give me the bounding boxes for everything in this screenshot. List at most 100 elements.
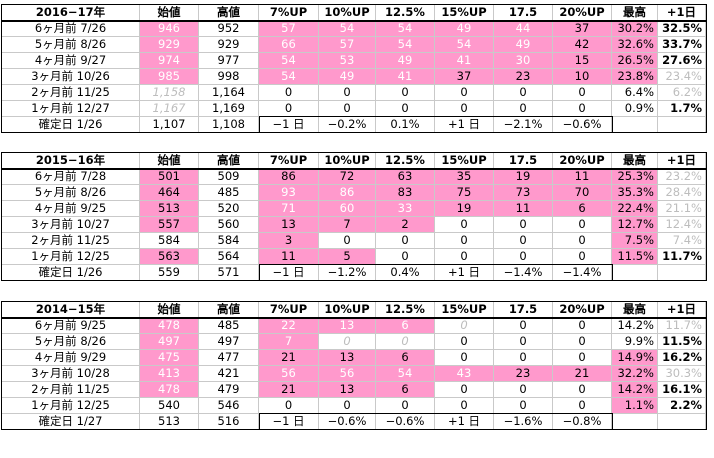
table-cell[interactable]: 7 [319,217,376,233]
table-cell[interactable]: 54 [259,69,319,85]
column-header[interactable]: +1日 [658,302,706,318]
column-header[interactable]: +1日 [658,153,706,169]
table-cell[interactable]: 0 [553,249,612,265]
column-header[interactable]: 12.5% [376,153,435,169]
column-header[interactable]: 始値 [140,153,199,169]
table-cell[interactable] [658,117,706,133]
row-label[interactable]: 2ヶ月前 11/25 [2,382,140,398]
table-cell[interactable]: 57 [259,21,319,37]
table-cell[interactable]: 497 [199,334,259,350]
table-cell[interactable]: 30.2% [612,21,658,37]
row-label[interactable]: 3ヶ月前 10/27 [2,217,140,233]
column-header[interactable]: 7%UP [259,153,319,169]
column-header[interactable]: 17.5 [494,153,553,169]
table-cell[interactable]: 0 [553,101,612,117]
table-cell[interactable]: 559 [140,265,199,281]
table-cell[interactable]: 32.6% [612,37,658,53]
table-cell[interactable]: 475 [140,350,199,366]
table-cell[interactable]: 66 [259,37,319,53]
column-header[interactable]: 10%UP [319,302,376,318]
table-cell[interactable]: 30.3% [658,366,706,382]
table-cell[interactable]: 6 [376,350,435,366]
column-header[interactable]: 始値 [140,5,199,21]
table-cell[interactable]: 54 [319,21,376,37]
table-cell[interactable]: +1 日 [435,414,494,430]
table-cell[interactable]: 0 [435,334,494,350]
column-header[interactable]: 17.5 [494,5,553,21]
table-cell[interactable]: +1 日 [435,265,494,281]
table-cell[interactable]: 72 [319,169,376,185]
table-cell[interactable]: 13 [319,382,376,398]
table-cell[interactable]: 0 [494,382,553,398]
table-cell[interactable]: 478 [140,318,199,334]
row-label[interactable]: 4ヶ月前 9/27 [2,53,140,69]
table-cell[interactable]: 0 [319,334,376,350]
table-cell[interactable]: 513 [140,414,199,430]
table-cell[interactable]: 11.7% [658,318,706,334]
row-label[interactable]: 2ヶ月前 11/25 [2,233,140,249]
table-cell[interactable]: 1,108 [199,117,259,133]
column-header[interactable]: 17.5 [494,302,553,318]
table-cell[interactable]: 43 [435,366,494,382]
table-cell[interactable]: 0 [553,85,612,101]
table-cell[interactable]: 83 [376,185,435,201]
table-cell[interactable]: −0.8% [553,414,612,430]
table-cell[interactable]: −2.1% [494,117,553,133]
table-cell[interactable]: 56 [319,366,376,382]
table-cell[interactable]: 93 [259,185,319,201]
table-cell[interactable]: 952 [199,21,259,37]
table-cell[interactable]: 49 [319,69,376,85]
table-cell[interactable]: 421 [199,366,259,382]
table-cell[interactable]: 49 [494,37,553,53]
column-header[interactable]: 15%UP [435,153,494,169]
table-cell[interactable]: 0 [553,382,612,398]
table-cell[interactable]: 49 [376,53,435,69]
table-cell[interactable]: 14.2% [612,382,658,398]
column-header[interactable]: 最高 [612,302,658,318]
table-cell[interactable]: 0 [435,398,494,414]
column-header[interactable]: +1日 [658,5,706,21]
row-label[interactable]: 1ヶ月前 12/25 [2,398,140,414]
table-cell[interactable]: 12.4% [658,217,706,233]
table-cell[interactable]: −0.6% [376,414,435,430]
table-cell[interactable]: 56 [259,366,319,382]
table-cell[interactable]: 23 [494,366,553,382]
table-cell[interactable]: 501 [140,169,199,185]
table-cell[interactable]: 0 [494,101,553,117]
table-cell[interactable]: 22 [259,318,319,334]
table-cell[interactable]: −1 日 [259,117,319,133]
table-cell[interactable]: 513 [140,201,199,217]
table-cell[interactable] [658,414,706,430]
table-cell[interactable]: 9.9% [612,334,658,350]
table-cell[interactable]: 19 [494,169,553,185]
table-cell[interactable]: 13 [319,318,376,334]
table-cell[interactable]: 16.2% [658,350,706,366]
row-label[interactable]: 6ヶ月前 7/26 [2,21,140,37]
table-cell[interactable]: 6.4% [612,85,658,101]
table-cell[interactable]: 16.1% [658,382,706,398]
table-cell[interactable]: 7 [259,334,319,350]
column-header[interactable]: 7%UP [259,5,319,21]
row-label[interactable]: 3ヶ月前 10/26 [2,69,140,85]
table-cell[interactable]: 21.1% [658,201,706,217]
column-header[interactable]: 高値 [199,153,259,169]
table-cell[interactable]: 11.5% [612,249,658,265]
table-cell[interactable]: 3 [259,233,319,249]
table-cell[interactable]: 413 [140,366,199,382]
table-cell[interactable] [612,117,658,133]
column-header[interactable]: 12.5% [376,302,435,318]
table-cell[interactable]: −0.2% [319,117,376,133]
row-label[interactable]: 1ヶ月前 12/25 [2,249,140,265]
table-cell[interactable]: 21 [259,350,319,366]
table-cell[interactable]: 557 [140,217,199,233]
table-cell[interactable]: 35.3% [612,185,658,201]
table-cell[interactable]: 25.3% [612,169,658,185]
table-cell[interactable]: 54 [376,37,435,53]
row-label[interactable]: 4ヶ月前 9/29 [2,350,140,366]
table-cell[interactable]: 0 [553,217,612,233]
table-cell[interactable]: 0.4% [376,265,435,281]
table-cell[interactable]: −1.4% [494,265,553,281]
table-cell[interactable] [612,414,658,430]
table-cell[interactable]: 11.7% [658,249,706,265]
row-label[interactable]: 確定日 1/26 [2,265,140,281]
